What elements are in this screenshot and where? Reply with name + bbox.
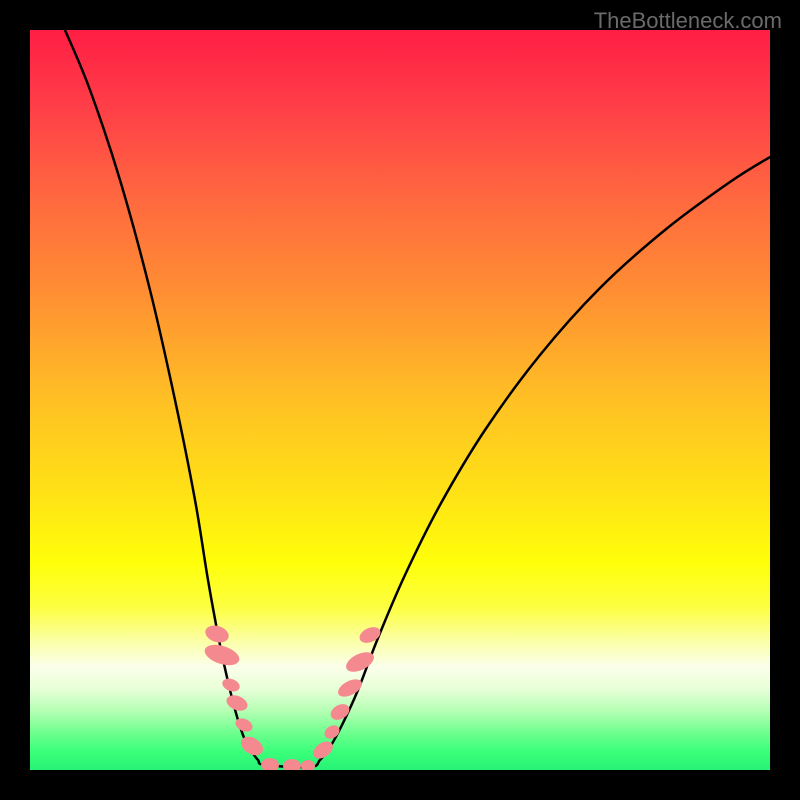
gradient-background <box>30 30 770 770</box>
chart-container <box>30 30 770 770</box>
watermark-text: TheBottleneck.com <box>594 8 782 34</box>
chart-svg <box>30 30 770 770</box>
